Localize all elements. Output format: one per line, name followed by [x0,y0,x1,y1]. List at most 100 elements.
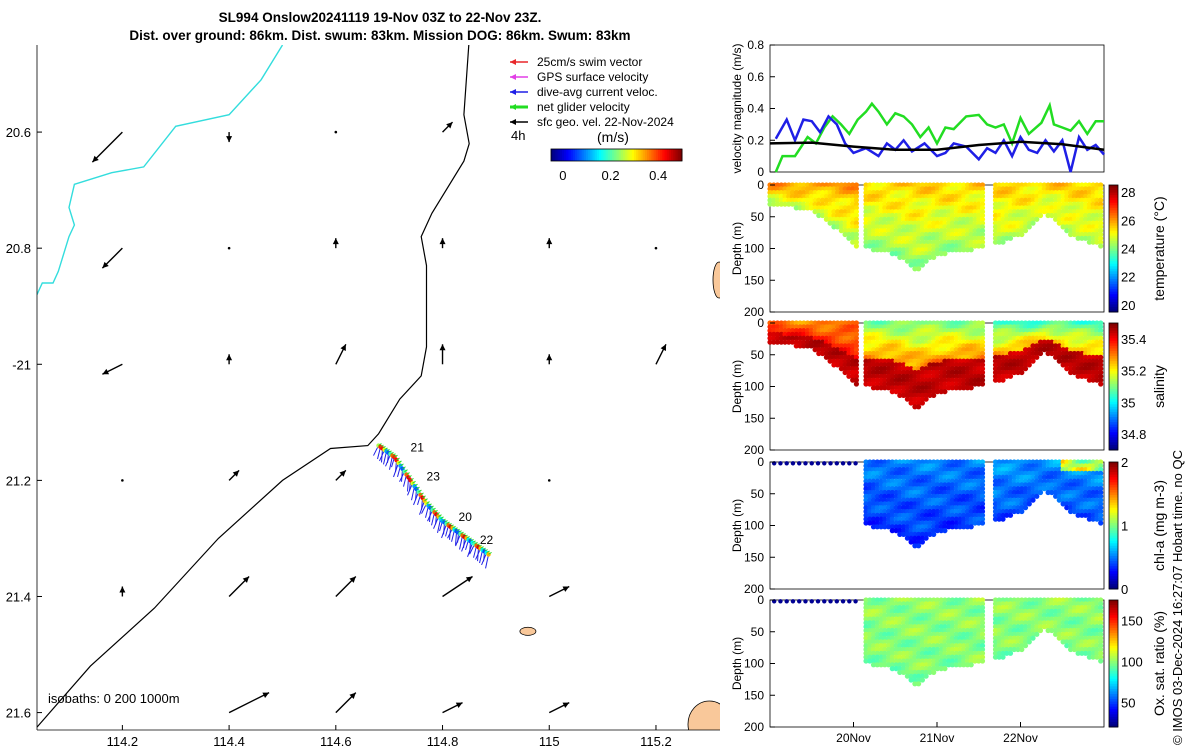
temperature_section-dot [904,201,911,207]
oxygen_section-dot [979,658,986,664]
temperature_section-dot [1026,190,1032,196]
map-x-tick-3: 114.8 [427,734,459,749]
salinity_section-dot [863,366,869,372]
temperature_section-dot [889,235,895,241]
temperature_section-dot [916,216,922,222]
temperature_section-dot [1037,212,1044,219]
map-y-tick-4: 21.4 [6,589,31,604]
salinity_section-dot [842,339,848,345]
temperature_section-dot [823,201,830,207]
island-coast-east [712,261,720,299]
temperature_section-colorbar-stripe [1109,271,1118,275]
temperature_section-dot [1000,182,1006,188]
temperature_section-dot [1015,231,1021,238]
temperature_section-colorbar-stripe [1109,195,1118,199]
temperature_section-dot [1041,193,1047,199]
temperature_section-dot [889,193,895,199]
temperature_section-dot [961,243,967,249]
temperature_section-dot [808,197,814,203]
temperature_section-dot [1071,197,1077,203]
temperature_section-dot [778,190,784,196]
temperature_section-dot [897,209,903,215]
temperature_section-dot [992,197,999,203]
temperature_section-colorbar-stripe [1109,294,1118,298]
temperature_section-dot [916,186,922,192]
temperature_section-dot [782,193,788,199]
map-colorbar-stripe [616,149,620,161]
salinity_section-dot [820,335,826,341]
temperature_section-dot [1011,216,1017,222]
temperature_section-dot [1049,201,1055,207]
temperature_section-dot [942,197,948,203]
chla_section-surface-dot [778,461,783,466]
net-velocity-vector [486,550,490,554]
temperature_section-dot [1007,209,1014,215]
temperature_section-dot [919,258,926,264]
temperature_section-dot [912,220,918,226]
temperature_section-dot [1071,231,1077,238]
temperature_section-dot [904,197,911,203]
map-colorbar-stripe [614,149,617,161]
temperature_section-dot [919,216,926,222]
temperature_section-dot [934,235,941,241]
temperature_section-dot [771,186,777,192]
temperature_section-dot [904,190,911,196]
temperature_section-dot [870,190,877,196]
salinity_section-dot [778,339,784,345]
salinity_section-dot [878,343,884,349]
temperature_section-dot [916,262,922,268]
temperature_section-dot [1064,209,1070,215]
salinity_section-dot [805,339,811,345]
salinity_section-dot [867,347,873,353]
temperature_section-dot [886,220,892,226]
oxygen_section-dot [1098,658,1104,664]
temperature_section-dot [1090,193,1096,199]
salinity_section-dot [823,320,830,326]
temperature_section-dot [1075,231,1081,238]
coastline-line [37,45,470,728]
salinity_section-dot [831,350,837,357]
temperature_section-dot [1019,209,1025,215]
salinity_section-dot [853,339,860,345]
salinity_section-dot [774,335,781,341]
net-velocity-vector [448,522,452,526]
salinity_section-dot [789,331,796,337]
salinity_section-dot [850,343,856,349]
salinity_section-dot [850,354,856,360]
chla_section-colorbar-tick-0: 0 [1121,582,1128,597]
salinity_section-dot [823,335,830,341]
temperature_section-dot [1034,197,1040,203]
temperature_section-dot [904,193,911,199]
temperature_section-dot [949,239,956,245]
chla_section-dot [1037,489,1044,496]
temperature_section-dot [919,205,926,211]
net-velocity-vector [474,541,478,545]
temperature_section-dot [886,186,892,192]
temperature_section-dot [842,197,848,203]
salinity_section-dot [886,354,892,360]
temperature_section-dot [938,190,944,196]
temperature_section-dot [931,254,937,260]
salinity_section-dot [842,320,848,326]
temperature_section-dot [923,228,929,234]
net-velocity-vector [402,466,406,470]
temperature_section-dot [893,243,899,249]
temperature_section-dot [1060,182,1066,188]
salinity_section-dot [801,328,807,334]
temperature_section-dot [996,231,1002,238]
salinity_section-dot [870,339,877,345]
temperature_section-dot [820,209,826,215]
temperature_section-dot [1098,201,1104,207]
temperature_section-dot [942,182,948,188]
temperature_section-dot [808,201,814,207]
salinity_section-dot [782,335,788,341]
salinity_section-dot [846,366,852,372]
temperature_section-dot [942,231,948,238]
temperature_section-dot [842,205,848,211]
salinity_section-dot [838,350,845,357]
salinity_section-dot [820,320,826,326]
temperature_section-dot [934,231,941,238]
temperature_section-dot [992,212,999,219]
temperature_section-dot [976,220,982,226]
temperature_section-dot [938,224,944,230]
